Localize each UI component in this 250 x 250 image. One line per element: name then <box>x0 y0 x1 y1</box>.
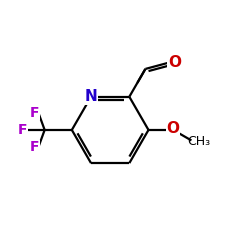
Text: O: O <box>167 122 180 136</box>
Text: F: F <box>18 123 27 137</box>
Text: O: O <box>168 54 181 70</box>
Text: F: F <box>30 140 39 154</box>
Text: N: N <box>85 89 98 104</box>
Text: F: F <box>30 106 39 120</box>
Text: CH₃: CH₃ <box>187 136 210 148</box>
